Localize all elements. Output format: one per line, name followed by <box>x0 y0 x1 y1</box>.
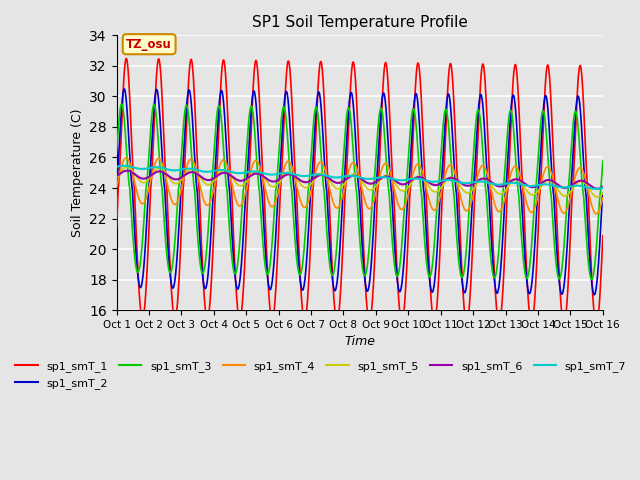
sp1_smT_3 <box>541 120 549 126</box>
sp1_smT_2 <box>209 190 217 195</box>
sp1_smT_1 <box>113 225 120 231</box>
sp1_smT_4 <box>113 184 120 190</box>
sp1_smT_2 <box>499 240 506 246</box>
sp1_smT_7 <box>209 168 217 174</box>
sp1_smT_3 <box>499 192 506 198</box>
sp1_smT_5 <box>541 179 549 184</box>
sp1_smT_7 <box>599 185 607 191</box>
sp1_smT_7 <box>113 164 120 169</box>
sp1_smT_3 <box>221 168 229 174</box>
sp1_smT_6 <box>113 173 120 179</box>
Line: sp1_smT_6: sp1_smT_6 <box>116 171 603 189</box>
sp1_smT_5 <box>123 164 131 170</box>
sp1_smT_3 <box>209 161 217 167</box>
Title: SP1 Soil Temperature Profile: SP1 Soil Temperature Profile <box>252 15 468 30</box>
sp1_smT_1 <box>276 208 284 214</box>
Y-axis label: Soil Temperature (C): Soil Temperature (C) <box>70 108 84 237</box>
Legend: sp1_smT_1, sp1_smT_2, sp1_smT_3, sp1_smT_4, sp1_smT_5, sp1_smT_6, sp1_smT_7: sp1_smT_1, sp1_smT_2, sp1_smT_3, sp1_smT… <box>11 357 630 393</box>
sp1_smT_3 <box>113 151 120 156</box>
sp1_smT_4 <box>541 166 549 172</box>
sp1_smT_1 <box>122 56 130 61</box>
Line: sp1_smT_1: sp1_smT_1 <box>116 59 603 325</box>
sp1_smT_6 <box>499 183 506 189</box>
sp1_smT_6 <box>123 168 131 174</box>
sp1_smT_2 <box>276 176 284 182</box>
sp1_smT_2 <box>221 120 229 125</box>
sp1_smT_2 <box>120 86 128 92</box>
sp1_smT_3 <box>588 276 595 282</box>
Line: sp1_smT_2: sp1_smT_2 <box>116 89 603 295</box>
sp1_smT_7 <box>499 181 506 187</box>
Text: TZ_osu: TZ_osu <box>126 38 172 51</box>
sp1_smT_6 <box>541 178 549 183</box>
sp1_smT_7 <box>276 171 284 177</box>
sp1_smT_1 <box>599 233 607 239</box>
sp1_smT_7 <box>120 163 127 168</box>
sp1_smT_6 <box>599 184 607 190</box>
sp1_smT_4 <box>209 189 217 195</box>
sp1_smT_3 <box>118 101 125 107</box>
sp1_smT_4 <box>435 198 443 204</box>
sp1_smT_3 <box>276 141 284 147</box>
sp1_smT_1 <box>593 323 600 328</box>
sp1_smT_6 <box>435 181 443 187</box>
sp1_smT_7 <box>592 186 600 192</box>
sp1_smT_5 <box>435 187 443 193</box>
sp1_smT_5 <box>599 190 607 196</box>
sp1_smT_4 <box>599 195 607 201</box>
sp1_smT_5 <box>499 190 506 196</box>
sp1_smT_7 <box>541 181 549 187</box>
Line: sp1_smT_3: sp1_smT_3 <box>116 104 603 279</box>
sp1_smT_5 <box>276 179 284 185</box>
Line: sp1_smT_7: sp1_smT_7 <box>116 166 603 189</box>
sp1_smT_2 <box>541 93 549 98</box>
sp1_smT_3 <box>599 158 607 164</box>
sp1_smT_4 <box>276 184 284 190</box>
sp1_smT_5 <box>209 179 217 185</box>
sp1_smT_2 <box>435 216 443 222</box>
Line: sp1_smT_5: sp1_smT_5 <box>116 167 603 197</box>
X-axis label: Time: Time <box>344 336 375 348</box>
sp1_smT_6 <box>276 176 284 182</box>
sp1_smT_3 <box>435 180 443 186</box>
sp1_smT_7 <box>221 168 229 173</box>
sp1_smT_4 <box>593 211 600 216</box>
sp1_smT_5 <box>593 194 601 200</box>
sp1_smT_6 <box>593 186 601 192</box>
sp1_smT_5 <box>113 175 120 181</box>
sp1_smT_2 <box>599 190 607 196</box>
sp1_smT_1 <box>499 294 506 300</box>
sp1_smT_4 <box>221 158 229 164</box>
sp1_smT_2 <box>113 182 120 188</box>
sp1_smT_1 <box>209 241 217 247</box>
sp1_smT_4 <box>499 204 506 210</box>
sp1_smT_1 <box>221 65 229 71</box>
sp1_smT_1 <box>435 270 443 276</box>
sp1_smT_5 <box>221 167 229 173</box>
sp1_smT_6 <box>221 170 229 176</box>
sp1_smT_7 <box>435 179 443 184</box>
sp1_smT_6 <box>209 176 217 181</box>
sp1_smT_4 <box>122 155 130 161</box>
sp1_smT_1 <box>541 81 549 87</box>
Line: sp1_smT_4: sp1_smT_4 <box>116 158 603 214</box>
sp1_smT_2 <box>591 292 598 298</box>
